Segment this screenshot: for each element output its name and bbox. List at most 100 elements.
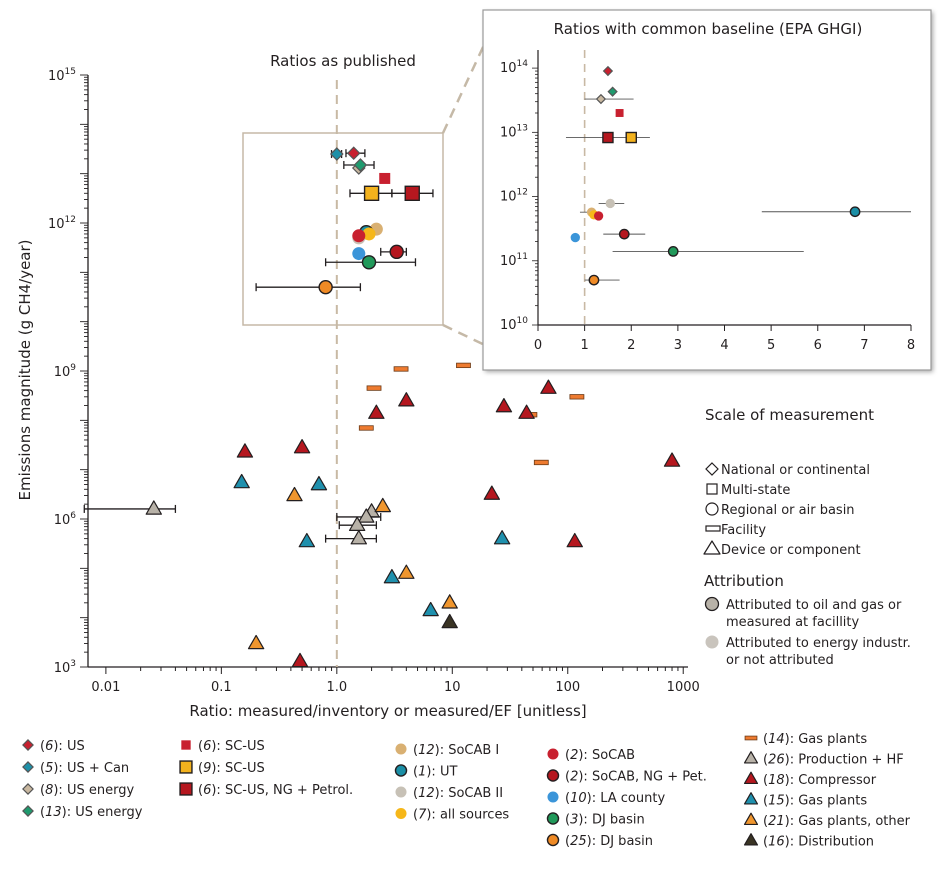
legend-label: (6): SC-US — [198, 739, 265, 754]
data-point-scus6 — [379, 172, 391, 184]
inset-plot: 0 1 2 3 4 5 6 7 8 1010 1011 1012 1013 1014 Ratios wit… — [482, 9, 932, 371]
scale-legend-label: Facility — [721, 523, 766, 538]
inset-y-tick-label: 1012 — [500, 188, 528, 205]
legend-label: (6): SC-US, NG + Petrol. — [198, 783, 353, 798]
data-point-gasplantsother — [286, 486, 303, 502]
data-point-compressor — [483, 485, 501, 500]
legend-item-gasplantsother: (21): Gas plants, other — [743, 812, 911, 829]
data-point-gasplantsother — [398, 564, 415, 579]
scale-legend-label: Device or component — [721, 543, 861, 558]
main-y-tick-label: 1012 — [48, 215, 76, 232]
inset-x-tick-label: 5 — [767, 338, 775, 353]
main-chart-title: Ratios as published — [270, 52, 416, 70]
scale-legend-label: Multi-state — [721, 483, 790, 498]
legend-item-lacounty: (10): LA county — [547, 791, 665, 806]
inset-frame — [482, 9, 932, 371]
attribution-legend-label: Attributed to oil and gas or — [726, 598, 902, 613]
legend-label: (9): SC-US — [198, 761, 265, 776]
legend-item-scusng: (6): SC-US, NG + Petrol. — [179, 782, 353, 798]
scale-legend-title: Scale of measurement — [705, 406, 874, 424]
inset-point-socab — [593, 211, 604, 221]
legend-label: (12): SoCAB I — [413, 743, 499, 758]
inset-point-ut — [761, 206, 911, 218]
legend-item-djbasin25: (25): DJ basin — [546, 833, 653, 849]
main-y-tick-label: 109 — [54, 363, 77, 380]
attribution-legend-label: measured at facillity — [726, 615, 860, 630]
data-point-compressor — [293, 439, 311, 454]
series-legend: (6): US (5): US + Can (8): US energy (13): … — [22, 732, 911, 850]
attribution-legend-label: or not attributed — [726, 653, 834, 668]
data-point-socab — [352, 229, 366, 243]
legend-item-ut: (1): UT — [394, 764, 457, 780]
legend-item-usenergy8: (8): US energy — [22, 783, 134, 798]
data-point-compressor — [368, 404, 385, 419]
data-point-usenergy13 — [343, 158, 375, 172]
data-point-compressor — [518, 404, 535, 419]
legend-item-uscan: (5): US + Can — [22, 761, 129, 776]
inset-y-tick-label: 1010 — [500, 316, 528, 333]
data-point-production — [338, 516, 378, 531]
legend-item-usenergy13: (13): US energy — [22, 805, 143, 820]
attribution-legend-title: Attribution — [704, 572, 784, 590]
legend-label: (8): US energy — [40, 783, 134, 798]
data-point-scusng — [391, 185, 434, 201]
data-point-us — [345, 146, 366, 161]
data-point-allsrc — [362, 227, 376, 241]
data-point-distribution — [441, 613, 458, 629]
inset-x-tick-label: 1 — [580, 338, 588, 353]
data-point-compressor — [291, 652, 309, 668]
inset-y-tick-label: 1011 — [500, 252, 528, 269]
legend-item-us: (6): US — [22, 739, 85, 754]
scale-legend-item: Device or component — [703, 540, 861, 558]
data-point-gasplants15 — [383, 568, 401, 584]
inset-point-socab2 — [598, 198, 625, 209]
scale-legend-item: Multi-state — [706, 483, 790, 498]
main-y-axis-label: Emissions magnitude (g CH4/year) — [16, 239, 34, 500]
legend-label: (1): UT — [413, 765, 457, 780]
inset-y-tick-label: 1014 — [500, 59, 528, 76]
scale-legend-item: Facility — [705, 523, 766, 538]
inset-x-tick-label: 4 — [720, 338, 728, 353]
scale-legend-item: National or continental — [705, 462, 870, 478]
legend-label: (2): SoCAB — [565, 748, 635, 763]
data-point-gasplantsother — [374, 497, 391, 513]
inset-point-scus6 — [615, 109, 624, 117]
inset-y-tick-label: 1013 — [500, 123, 528, 140]
legend-item-djbasin3: (3): DJ basin — [546, 812, 645, 828]
inset-x-tick-label: 8 — [907, 338, 915, 353]
data-point-gasplants14 — [456, 362, 471, 369]
legend-item-production: (26): Production + HF — [743, 751, 904, 768]
data-point-production — [336, 508, 382, 523]
main-x-tick-label: 100 — [555, 680, 580, 695]
data-point-production — [83, 500, 177, 515]
inset-point-socabng — [603, 228, 646, 240]
legend-label: (26): Production + HF — [763, 753, 904, 768]
legend-item-scus9: (9): SC-US — [179, 760, 265, 776]
inset-x-tick-label: 3 — [674, 338, 682, 353]
data-point-gasplants14 — [366, 385, 382, 391]
data-point-compressor — [398, 392, 415, 407]
inset-point-djbasin3 — [612, 246, 804, 257]
main-y-tick-label: 1015 — [48, 67, 76, 84]
data-point-gasplants15 — [298, 532, 316, 548]
legend-item-allsrc: (7): all sources — [395, 808, 509, 823]
inset-x-tick-label: 0 — [534, 338, 542, 353]
legend-label: (14): Gas plants — [763, 732, 867, 747]
scale-legend-label: Regional or air basin — [721, 503, 855, 518]
data-point-djbasin25 — [255, 279, 362, 295]
legend-item-compressor: (18): Compressor — [743, 771, 877, 788]
data-point-compressor — [663, 452, 681, 467]
inset-point-usenergy13 — [607, 86, 618, 97]
data-point-compressor — [566, 532, 583, 548]
main-x-tick-label: 1000 — [667, 680, 700, 695]
legend-label: (16): Distribution — [763, 835, 874, 850]
main-y-tick-label: 103 — [54, 659, 76, 676]
attribution-legend: Attribution Attributed to oil and gas or… — [704, 572, 911, 668]
scale-legend: Scale of measurement National or contine… — [703, 406, 874, 558]
legend-item-gasplants15: (15): Gas plants — [743, 792, 867, 809]
data-point-scus9 — [349, 185, 393, 201]
legend-label: (2): SoCAB, NG + Pet. — [565, 770, 707, 785]
main-x-axis-label: Ratio: measured/inventory or measured/EF… — [189, 702, 586, 720]
